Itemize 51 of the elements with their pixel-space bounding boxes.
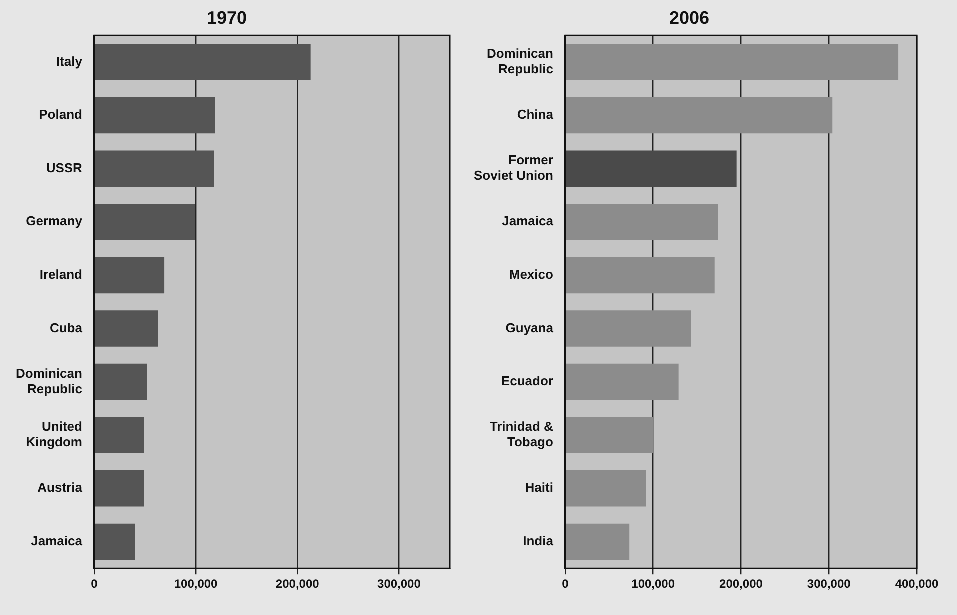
bar [95, 524, 136, 560]
y-tick-label: USSR [46, 160, 84, 176]
y-tick-label: United Kingdom [26, 419, 82, 450]
y-tick-label: Jamaica [31, 534, 84, 549]
y-tick-label: Jamaica [502, 214, 554, 229]
y-tick-label: Dominican Republic [16, 366, 82, 396]
bar [95, 417, 144, 454]
y-tick-label: Haiti [525, 480, 554, 496]
y-tick-label: China [517, 107, 554, 122]
x-tick-label: 100,000 [174, 577, 218, 592]
x-tick-label: 300,000 [807, 577, 852, 592]
bar [566, 524, 630, 560]
bar [95, 257, 165, 294]
y-tick-label: India [523, 534, 554, 549]
y-tick-label: Ireland [40, 267, 83, 282]
x-tick-label: 0 [91, 577, 98, 592]
x-tick-label: 200,000 [720, 577, 764, 592]
x-tick-label: 0 [562, 577, 570, 592]
chart-title: 1970 [206, 8, 248, 28]
y-tick-label: Former Soviet Union [474, 152, 554, 184]
x-tick-label: 300,000 [378, 577, 422, 592]
y-tick-label: Poland [39, 107, 83, 122]
bar [95, 204, 196, 240]
bar [566, 364, 679, 400]
bar [95, 97, 216, 134]
y-tick-label: Mexico [509, 267, 554, 282]
bar [566, 97, 833, 134]
bar [566, 150, 737, 187]
y-tick-label: Austria [38, 480, 84, 496]
bar [95, 310, 158, 347]
y-tick-label: Cuba [50, 320, 84, 336]
bar [566, 310, 692, 347]
x-tick-label: 200,000 [276, 577, 320, 592]
chart-title: 2006 [669, 8, 710, 28]
y-tick-label: Ecuador [501, 374, 554, 389]
bar [566, 44, 899, 80]
bar [566, 470, 646, 507]
y-tick-label: Guyana [506, 320, 554, 336]
y-tick-label: Italy [56, 54, 84, 69]
bar [566, 417, 654, 454]
x-tick-label: 400,000 [895, 577, 940, 592]
y-tick-label: Dominican Republic [486, 46, 554, 77]
y-tick-label: Germany [26, 214, 84, 229]
bar [95, 470, 144, 507]
bar [566, 204, 718, 240]
bar [95, 44, 311, 80]
y-tick-label: Trinidad & Tobago [490, 419, 554, 450]
bar [95, 364, 148, 400]
x-tick-label: 100,000 [632, 577, 676, 592]
bar [95, 150, 214, 187]
bar [566, 257, 715, 294]
